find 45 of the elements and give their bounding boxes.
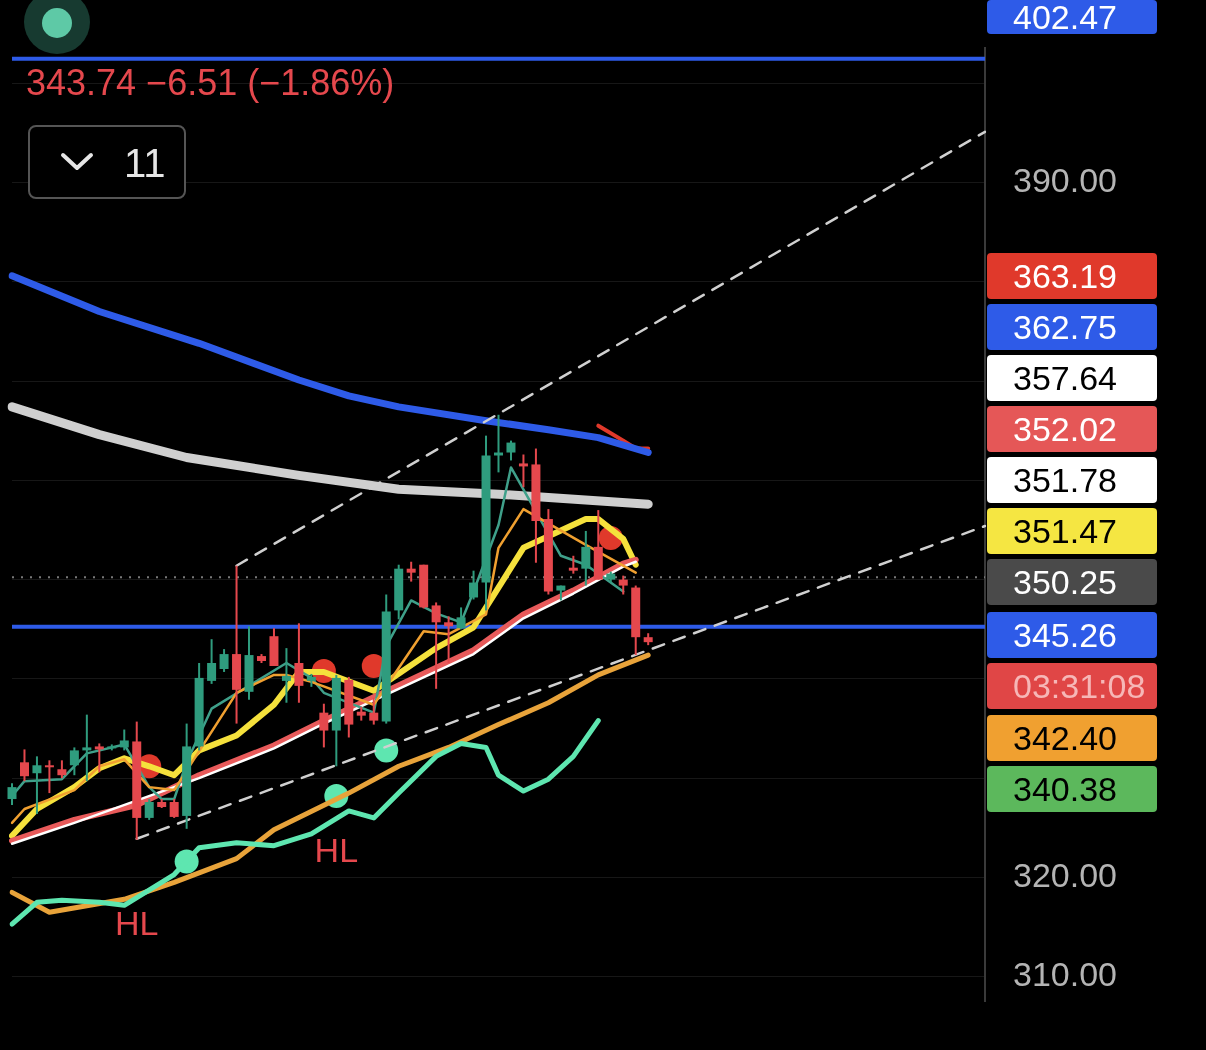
text: 402.47 [987, 0, 1157, 36]
candlestick [456, 606, 466, 631]
annotation: HL [314, 830, 359, 869]
candlestick [144, 798, 154, 821]
text: 350.25 [987, 559, 1157, 605]
candlestick [32, 755, 42, 815]
candlestick [82, 713, 92, 783]
text: 352.02 [987, 406, 1157, 452]
candlestick [431, 601, 441, 690]
candlestick [7, 782, 17, 806]
candlestick [281, 647, 291, 704]
y-tick-label: 320.00 [1013, 855, 1117, 894]
point [374, 738, 399, 763]
text: 351.47 [987, 508, 1157, 554]
candlestick [207, 638, 217, 685]
candlestick [518, 453, 528, 489]
candlestick [469, 569, 479, 601]
candlestick [319, 702, 329, 749]
annotation: 343.74 −6.51 (−1.86%) [26, 62, 395, 104]
candlestick [294, 622, 304, 704]
text: 363.19 [987, 253, 1157, 299]
text: 340.38 [987, 766, 1157, 812]
annotation: HL [115, 904, 159, 943]
y-tick-label: 310.00 [1013, 955, 1117, 994]
candlestick [506, 439, 516, 462]
candlestick [19, 748, 29, 783]
text: 342.40 [987, 715, 1157, 761]
text: 345.26 [987, 612, 1157, 658]
candlestick [219, 648, 229, 673]
text: 362.75 [987, 304, 1157, 350]
annotation: 11 [124, 141, 166, 186]
candlestick [406, 560, 416, 583]
text: 03:31:08 [987, 663, 1157, 709]
y-tick-label: 390.00 [1013, 160, 1117, 199]
candlestick [94, 742, 104, 774]
candlestick [69, 746, 79, 777]
candlestick [169, 798, 179, 819]
candlestick [618, 574, 628, 596]
text: 351.78 [987, 457, 1157, 503]
text: 357.64 [987, 355, 1157, 401]
candlestick [369, 696, 379, 726]
candlestick [581, 529, 591, 587]
candlestick [44, 759, 54, 795]
candlestick [444, 615, 454, 665]
candlestick [119, 728, 129, 752]
